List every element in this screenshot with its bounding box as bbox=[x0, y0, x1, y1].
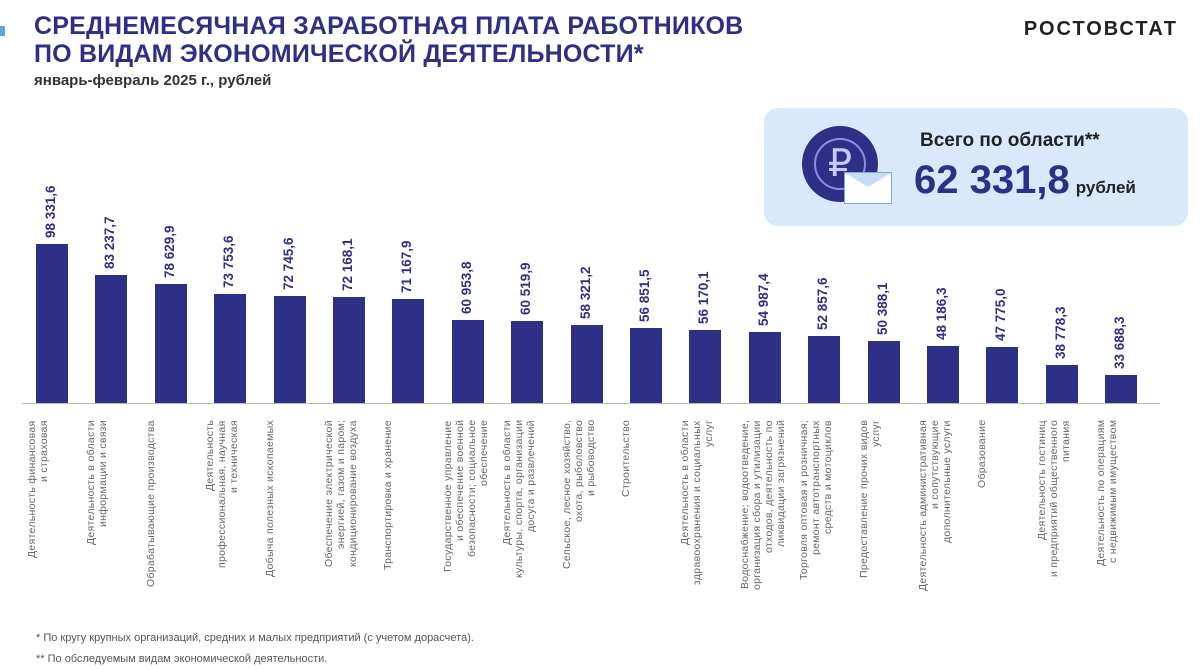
category-label: Водоснабжение; водоотведение, организаци… bbox=[738, 420, 787, 590]
category-label: Обеспечение электрической энергией, газо… bbox=[323, 420, 359, 567]
total-label: Всего по области** bbox=[920, 130, 1100, 151]
brand-logo: РОСТОВСТАТ bbox=[1023, 18, 1178, 40]
category-label: Торговля оптовая и розничная; ремонт авт… bbox=[798, 420, 835, 580]
total-card: ₽ Всего по области** 62 331,8 рублей bbox=[764, 108, 1188, 226]
data-label: 73 753,6 bbox=[221, 235, 237, 288]
category-label: Деятельность финансовая и страховая bbox=[26, 420, 50, 558]
data-label: 38 778,3 bbox=[1052, 306, 1068, 359]
data-label: 72 168,1 bbox=[340, 238, 355, 292]
category-label: Деятельность по операциям с недвижимым и… bbox=[1095, 420, 1120, 567]
bar bbox=[630, 328, 662, 403]
category-label: Строительство bbox=[620, 420, 632, 497]
data-label: 60 953,8 bbox=[458, 261, 474, 314]
category-label: Обрабатывающие производства bbox=[144, 420, 157, 587]
title-line-1: СРЕДНЕМЕСЯЧНАЯ ЗАРАБОТНАЯ ПЛАТА РАБОТНИК… bbox=[34, 12, 744, 40]
data-label: 56 170,1 bbox=[696, 271, 712, 324]
category-label: Деятельность профессиональная, научная и… bbox=[204, 420, 241, 568]
envelope-icon bbox=[844, 172, 892, 204]
footnote-2: ** По обследуемым видам экономической де… bbox=[36, 653, 328, 665]
bar bbox=[867, 341, 900, 403]
title-line-2: ПО ВИДАМ ЭКОНОМИЧЕСКОЙ ДЕЯТЕЛЬНОСТИ* bbox=[34, 40, 644, 68]
bar bbox=[986, 346, 1019, 403]
page-title: СРЕДНЕМЕСЯЧНАЯ ЗАРАБОТНАЯ ПЛАТА РАБОТНИК… bbox=[34, 12, 743, 68]
data-label: 56 851,5 bbox=[637, 269, 652, 323]
data-label: 48 186,3 bbox=[934, 287, 949, 340]
bar bbox=[1105, 375, 1138, 403]
bar bbox=[808, 336, 841, 403]
data-label: 47 775,0 bbox=[993, 288, 1009, 341]
accent-marker bbox=[0, 26, 5, 36]
data-label: 98 331,6 bbox=[43, 185, 58, 238]
bar bbox=[451, 319, 484, 403]
category-label: Деятельность гостиниц и предприятий обще… bbox=[1035, 420, 1072, 578]
data-label: 71 167,9 bbox=[399, 240, 415, 294]
bar bbox=[1045, 364, 1078, 403]
category-label: Предоставление прочих видов услуг bbox=[857, 420, 882, 579]
x-axis bbox=[22, 403, 1160, 404]
data-label: 83 237,7 bbox=[102, 216, 118, 269]
bar bbox=[214, 293, 247, 403]
category-label: Транспортировка и хранение bbox=[382, 420, 395, 570]
bar bbox=[748, 331, 781, 403]
category-label: Образование bbox=[976, 420, 989, 489]
bar bbox=[927, 345, 959, 403]
data-label: 60 519,9 bbox=[518, 262, 534, 315]
total-unit: рублей bbox=[1075, 178, 1136, 197]
data-label: 52 857,6 bbox=[815, 277, 831, 331]
data-label: 78 629,9 bbox=[161, 225, 177, 278]
data-label: 50 388,1 bbox=[874, 282, 890, 336]
total-value-row: 62 331,8 рублей bbox=[914, 158, 1136, 203]
category-label: Сельское, лесное хозяйство, охота, рыбол… bbox=[560, 420, 597, 570]
bar bbox=[95, 274, 128, 403]
category-label: Деятельность административная и сопутств… bbox=[917, 420, 953, 591]
category-label: Деятельность в области информации и связ… bbox=[85, 420, 110, 545]
bar bbox=[154, 283, 187, 403]
category-label: Деятельность в области здравоохранения и… bbox=[679, 420, 716, 585]
data-label: 33 688,3 bbox=[1112, 316, 1128, 370]
category-label: Добыча полезных ископаемых bbox=[263, 420, 276, 578]
bar bbox=[333, 297, 365, 403]
bar bbox=[273, 295, 306, 403]
total-value: 62 331,8 bbox=[914, 158, 1070, 202]
bar bbox=[689, 329, 722, 403]
data-label: 54 987,4 bbox=[755, 273, 771, 326]
subtitle: январь-февраль 2025 г., рублей bbox=[34, 72, 272, 89]
bar bbox=[392, 299, 425, 403]
bar bbox=[511, 320, 544, 403]
footnote-1: * По кругу крупных организаций, средних … bbox=[36, 632, 474, 644]
data-label: 58 321,2 bbox=[577, 266, 593, 320]
category-label: Деятельность в области культуры, спорта,… bbox=[501, 420, 538, 579]
bar bbox=[570, 325, 603, 403]
bar bbox=[36, 244, 68, 403]
data-label: 72 745,6 bbox=[280, 237, 296, 290]
category-label: Государственное управление и обеспечение… bbox=[441, 420, 490, 572]
